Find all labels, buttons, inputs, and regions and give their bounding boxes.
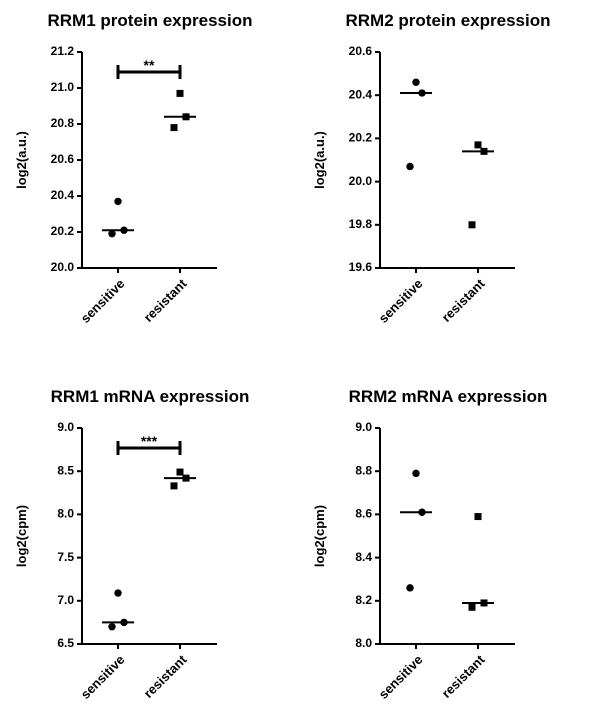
x-tick-label: sensitive [376, 276, 426, 326]
y-tick-label: 21.2 [51, 44, 75, 58]
y-tick-label: 19.8 [349, 217, 373, 231]
x-tick-label: resistant [439, 651, 488, 700]
panel-title: RRM2 protein expression [346, 11, 551, 30]
y-tick-label: 20.2 [349, 131, 373, 145]
y-tick-label: 8.4 [355, 550, 372, 564]
y-tick-label: 6.5 [57, 636, 74, 650]
x-tick-label: sensitive [376, 652, 426, 702]
y-tick-label: 20.4 [349, 87, 373, 101]
data-point [412, 78, 420, 86]
x-tick-label: sensitive [78, 652, 128, 702]
y-tick-label: 20.0 [349, 174, 373, 188]
data-point [114, 197, 122, 206]
panel: RRM1 protein expression log2(a.u.) 20.0 20.… [14, 11, 253, 326]
y-tick-label: 8.6 [355, 507, 372, 521]
data-point [108, 623, 116, 631]
y-axis-label: log2(a.u.) [312, 131, 327, 189]
y-tick-label: 9.0 [355, 420, 372, 434]
data-point [170, 124, 178, 132]
y-tick-label: 20.4 [51, 188, 75, 202]
y-tick-label: 8.0 [355, 636, 372, 650]
significance-label: *** [141, 433, 158, 449]
data-point [170, 482, 178, 490]
panel: RRM2 mRNA expression log2(cpm) 8.0 8.2 8.4 8.… [312, 387, 547, 702]
y-axis-label: log2(cpm) [14, 505, 29, 567]
y-tick-label: 8.2 [355, 593, 372, 607]
y-tick-label: 20.0 [51, 260, 75, 274]
data-point [406, 162, 414, 171]
data-point [176, 89, 184, 97]
y-tick-label: 8.0 [57, 507, 74, 521]
panel-title: RRM1 mRNA expression [51, 387, 250, 406]
y-axis-label: log2(cpm) [312, 505, 327, 567]
data-point [468, 603, 476, 611]
y-tick-label: 7.5 [57, 550, 74, 564]
y-tick-label: 20.2 [51, 224, 75, 238]
x-tick-label: resistant [141, 275, 190, 324]
data-point [474, 141, 482, 149]
significance-label: ** [144, 57, 155, 73]
y-tick-label: 20.6 [349, 44, 373, 58]
x-tick-label: resistant [141, 651, 190, 700]
panel: RRM2 protein expression log2(a.u.) 19.6 19.… [312, 11, 551, 326]
y-tick-label: 8.8 [355, 463, 372, 477]
y-tick-label: 21.0 [51, 80, 75, 94]
panel-title: RRM2 mRNA expression [349, 387, 548, 406]
y-tick-label: 7.0 [57, 593, 74, 607]
y-tick-label: 20.8 [51, 116, 75, 130]
y-tick-label: 19.6 [349, 260, 373, 274]
x-tick-label: resistant [439, 275, 488, 324]
y-tick-label: 8.5 [57, 463, 74, 477]
data-point [406, 584, 414, 592]
panel-title: RRM1 protein expression [48, 11, 253, 30]
data-point [412, 469, 420, 478]
data-point [474, 513, 482, 521]
x-tick-label: sensitive [78, 276, 128, 326]
data-point [108, 230, 116, 238]
y-axis-label: log2(a.u.) [14, 131, 29, 189]
data-point [468, 221, 476, 229]
data-point [176, 468, 184, 476]
y-tick-label: 20.6 [51, 152, 75, 166]
panel: RRM1 mRNA expression log2(cpm) 6.5 7.0 7.5 8.… [14, 387, 249, 702]
y-tick-label: 9.0 [57, 420, 74, 434]
data-point [114, 589, 122, 597]
